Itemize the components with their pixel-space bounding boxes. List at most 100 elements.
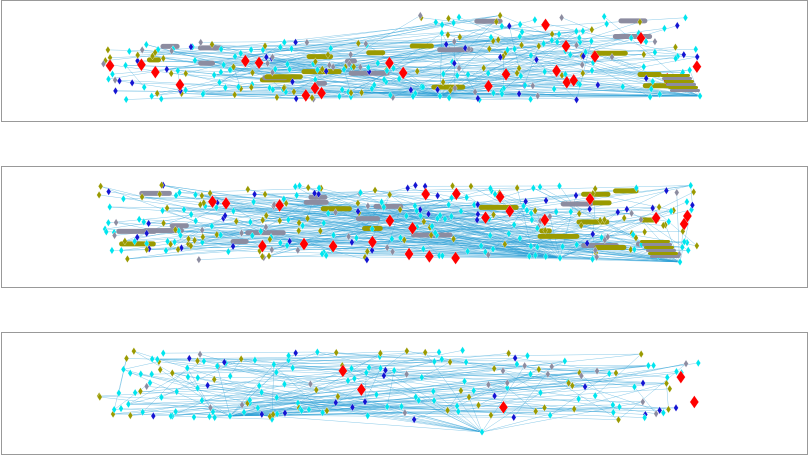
node xyxy=(289,77,296,86)
node xyxy=(356,382,367,397)
edge xyxy=(597,84,701,97)
node xyxy=(369,246,375,255)
node xyxy=(262,41,268,51)
node xyxy=(517,234,523,243)
node xyxy=(504,45,511,55)
edge xyxy=(418,400,483,433)
edge xyxy=(118,358,127,394)
node xyxy=(270,85,276,94)
edge xyxy=(435,22,653,82)
node xyxy=(641,62,647,71)
node xyxy=(316,183,322,193)
edge xyxy=(415,396,643,403)
node xyxy=(259,252,265,261)
node xyxy=(307,379,314,389)
node xyxy=(601,12,607,21)
node xyxy=(681,237,687,246)
nodes xyxy=(96,181,700,267)
node xyxy=(330,62,336,72)
edge xyxy=(157,359,644,384)
node xyxy=(132,388,138,397)
node xyxy=(647,92,653,101)
node xyxy=(532,251,538,260)
edge xyxy=(522,29,592,33)
node xyxy=(116,76,123,86)
node xyxy=(297,181,303,190)
node xyxy=(310,81,320,95)
node xyxy=(497,11,503,20)
edge xyxy=(140,391,448,411)
node xyxy=(262,190,268,199)
edge xyxy=(217,366,231,417)
node xyxy=(319,249,325,258)
node xyxy=(643,74,649,83)
node xyxy=(694,241,700,250)
node xyxy=(227,372,233,381)
node xyxy=(589,66,595,75)
node xyxy=(464,193,470,202)
edge xyxy=(576,37,632,46)
node xyxy=(118,246,124,255)
node xyxy=(665,405,672,414)
node xyxy=(582,382,588,391)
edge xyxy=(289,240,685,243)
node xyxy=(458,386,464,395)
node xyxy=(506,22,512,31)
node xyxy=(697,91,703,101)
node-chain xyxy=(230,238,249,244)
node xyxy=(437,91,443,101)
node xyxy=(188,241,194,251)
node xyxy=(146,219,152,228)
node xyxy=(248,83,254,92)
node xyxy=(241,408,247,417)
node-chain xyxy=(581,191,611,197)
node xyxy=(645,361,651,370)
node xyxy=(549,362,555,371)
node-chain xyxy=(245,230,286,236)
node xyxy=(230,242,236,251)
edge xyxy=(249,368,495,404)
edge xyxy=(187,367,569,383)
node xyxy=(198,38,204,47)
node xyxy=(160,349,166,358)
node xyxy=(567,50,573,59)
node xyxy=(296,218,302,227)
node xyxy=(437,211,443,220)
edge xyxy=(347,361,435,381)
edge xyxy=(336,352,668,378)
node xyxy=(651,211,661,225)
node xyxy=(524,351,531,360)
node xyxy=(97,392,103,402)
node xyxy=(123,95,129,104)
node xyxy=(533,55,540,64)
node xyxy=(557,253,563,263)
node xyxy=(127,369,133,378)
node xyxy=(314,65,321,74)
node xyxy=(277,216,283,225)
edge xyxy=(414,205,536,256)
edge xyxy=(229,398,579,417)
edge xyxy=(299,187,637,223)
node xyxy=(528,51,534,60)
edge xyxy=(127,224,515,260)
node xyxy=(601,215,608,224)
edge xyxy=(666,383,669,410)
node xyxy=(490,88,497,98)
node xyxy=(247,217,253,227)
node xyxy=(676,370,686,384)
node xyxy=(562,357,568,366)
edge xyxy=(595,353,642,396)
edge xyxy=(199,354,483,433)
node xyxy=(389,247,396,256)
node xyxy=(590,49,600,64)
edge xyxy=(312,69,690,99)
edge xyxy=(109,206,632,214)
node xyxy=(349,238,355,247)
node xyxy=(660,221,666,230)
node xyxy=(475,200,481,209)
node xyxy=(664,373,670,382)
node xyxy=(517,20,523,29)
edge xyxy=(224,352,426,363)
node xyxy=(301,88,311,103)
node xyxy=(434,85,441,94)
